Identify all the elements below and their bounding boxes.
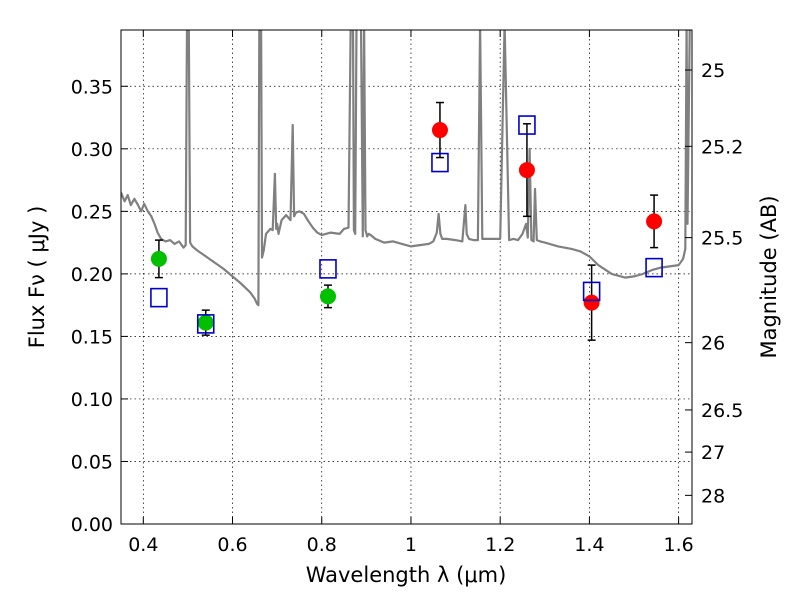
y-tick-label: 0.35 [71,76,113,98]
model-synthetic-square [582,281,601,302]
model-synthetic-square [518,115,536,135]
green-observed-point [319,288,336,305]
y-tick-label: 0.10 [71,389,113,411]
plot-frame [120,29,693,525]
green-observed-point [150,250,167,267]
model-synthetic-square [645,257,663,278]
red-observed-point [518,162,535,179]
y-tick-label: 0.05 [71,451,113,473]
x-tick-label: 0.8 [307,534,337,556]
right-tick-label: 26 [701,333,725,355]
spectrum-line [121,30,691,307]
x-axis-label: Wavelength λ (μm) [306,563,507,587]
right-tick-label: 27 [701,442,725,464]
y-axis-label: Flux Fν ( μJy ) [25,206,49,349]
right-tick-label: 25.2 [701,136,743,158]
marker-layer [150,101,663,341]
model-synthetic-square [431,152,449,173]
red-observed-point [583,294,600,311]
tick-layer: 0.4 0.6 0.8 1 1.2 1.4 1.6 0.00 0.05 0.10 0.15 0.20 0… [71,30,743,556]
x-tick-label: 0.6 [217,534,247,556]
label-layer: Wavelength λ (μm) Flux Fν ( μJy ) Magnit… [25,195,781,587]
y-tick-label: 0.30 [71,139,113,161]
right-tick-label: 25 [701,60,725,82]
y-tick-label: 0.25 [71,201,113,223]
x-tick-label: 0.4 [128,534,158,556]
y-tick-label: 0.00 [71,514,113,536]
y-tick-label: 0.20 [71,264,113,286]
green-observed-point [197,314,214,331]
red-observed-point [646,213,663,230]
y-axis-right-label: Magnitude (AB) [757,195,781,358]
model-synthetic-square [196,314,215,334]
spectrum-layer [121,30,691,307]
x-tick-label: 1 [405,534,417,556]
model-synthetic-square [150,287,168,308]
right-tick-label: 28 [701,485,725,507]
right-tick-label: 26.5 [701,400,743,422]
red-observed-point [431,122,448,139]
x-tick-label: 1.6 [664,534,694,556]
x-tick-label: 1.2 [485,534,515,556]
model-synthetic-square [319,259,337,279]
grid-layer [121,30,692,524]
y-tick-label: 0.15 [71,326,113,348]
x-tick-label: 1.4 [574,534,604,556]
right-tick-label: 25.5 [701,228,743,250]
